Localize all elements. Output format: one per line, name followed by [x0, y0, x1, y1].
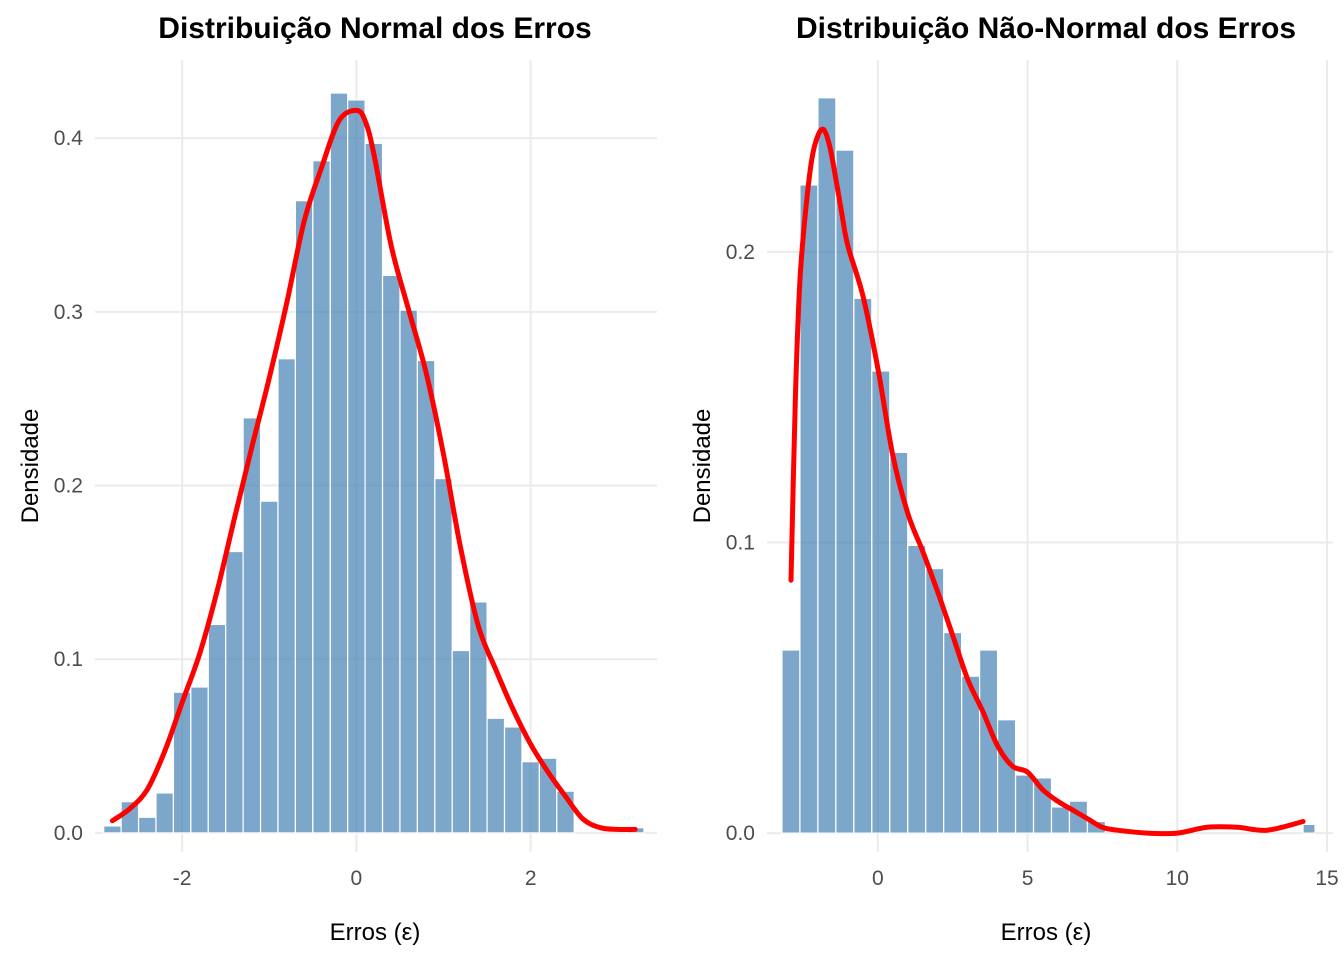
y-tick-labels: 0.0 0.1 0.2 [726, 241, 755, 845]
x-tick-label: -2 [173, 867, 192, 890]
histogram-bar [817, 97, 837, 834]
histogram-bar [312, 160, 331, 834]
left-chart-panel: Distribuição Normal dos Erros 0.00.10.20… [17, 12, 657, 946]
y-tick-label: 0.0 [726, 822, 755, 845]
histogram-bar [799, 184, 819, 834]
histogram-bar [399, 309, 418, 834]
histogram-bar [521, 761, 540, 834]
histogram-bar [469, 601, 488, 834]
histogram-bar [329, 92, 349, 834]
histogram-bars [781, 97, 1316, 834]
histogram-bar [225, 550, 244, 834]
y-tick-label: 0.2 [54, 475, 83, 498]
x-tick-label: 0 [872, 867, 884, 890]
x-tick-label: 5 [1022, 867, 1034, 890]
y-tick-label: 0.2 [726, 241, 755, 264]
histogram-bar [294, 200, 314, 834]
y-tick-labels: 0.0 0.1 0.2 0.3 0.4 [54, 127, 84, 845]
y-tick-label: 0.3 [54, 301, 83, 324]
x-axis-label: Erros (ε) [330, 919, 421, 946]
histogram-bar [155, 792, 175, 834]
histogram-bar [996, 719, 1017, 834]
histogram-bar [190, 686, 209, 834]
histogram-bar [259, 500, 279, 834]
y-axis-label: Densidade [17, 409, 44, 524]
y-tick-label: 0.0 [54, 822, 83, 845]
x-tick-label: 10 [1166, 867, 1189, 890]
histogram-bar [943, 631, 963, 834]
x-tick-labels: 0 5 10 15 [872, 867, 1339, 890]
histogram-bar [103, 825, 122, 834]
histogram-bar [781, 649, 801, 834]
histogram-bar [364, 142, 384, 834]
histogram-bar [434, 477, 453, 834]
x-axis-label: Erros (ε) [1001, 919, 1092, 946]
histogram-bar [871, 370, 891, 834]
chart-title: Distribuição Não-Normal dos Erros [796, 12, 1296, 45]
x-tick-label: 0 [351, 867, 363, 890]
histogram-bar [1050, 806, 1071, 834]
y-axis-label: Densidade [689, 409, 716, 524]
histogram-bar [486, 717, 506, 834]
histogram-bar [503, 726, 523, 834]
histogram-bar [451, 649, 471, 834]
x-tick-labels: -2 0 2 [173, 867, 537, 890]
y-tick-label: 0.1 [726, 531, 755, 554]
density-curve [109, 107, 638, 833]
right-chart-panel: Distribuição Não-Normal dos Erros 0.0 0.1… [689, 12, 1339, 946]
histogram-bar [416, 359, 436, 834]
chart-title: Distribuição Normal dos Erros [158, 12, 591, 45]
histogram-bar [347, 99, 366, 834]
histogram-bar [853, 297, 873, 834]
x-tick-label: 15 [1315, 867, 1338, 890]
histogram-bar [1014, 774, 1035, 834]
histogram-bar [137, 816, 157, 834]
density-line [788, 126, 1306, 837]
histogram-bar [277, 358, 297, 834]
histogram-bar [381, 274, 401, 834]
histogram-bar [907, 544, 927, 834]
y-tick-label: 0.4 [54, 127, 84, 150]
histogram-bar [1302, 823, 1316, 834]
histogram-bars [103, 92, 645, 834]
y-tick-label: 0.1 [54, 648, 83, 671]
density-curve [788, 126, 1306, 837]
density-line [109, 107, 638, 833]
histogram-bar [207, 623, 227, 834]
x-tick-label: 2 [525, 867, 537, 890]
